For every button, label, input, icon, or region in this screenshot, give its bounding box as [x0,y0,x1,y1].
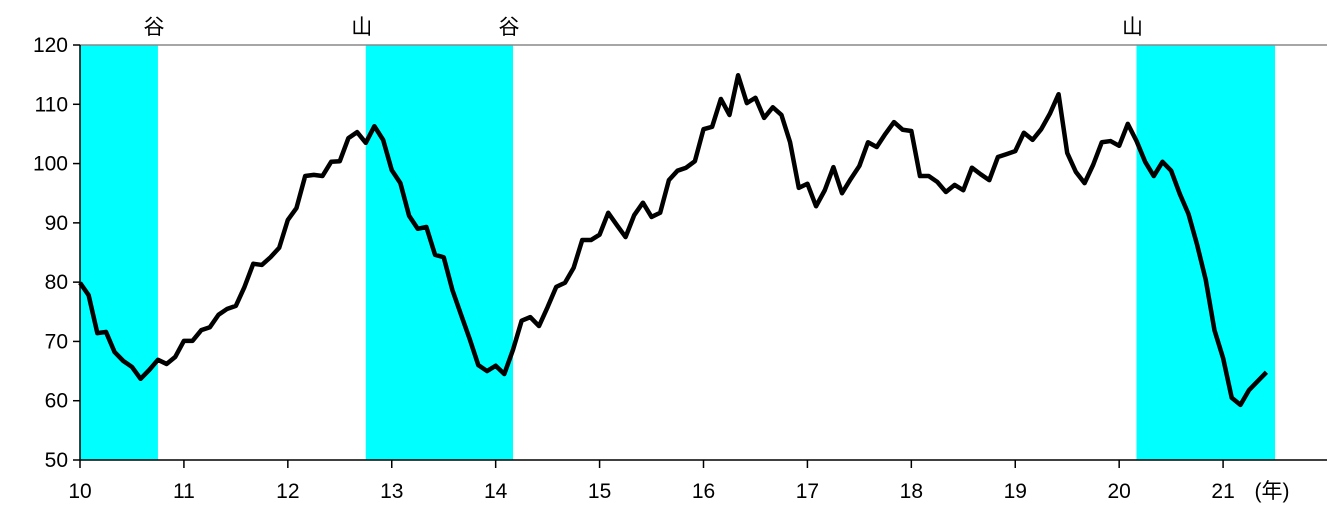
annotation: 山 [1122,16,1143,39]
shaded-band [1136,45,1276,460]
x-tick-label: 10 [68,480,91,503]
x-tick-label: 21 [1211,480,1234,503]
x-tick-label: 12 [276,480,299,503]
y-tick-label: 50 [45,449,68,472]
x-tick-label: 19 [1004,480,1027,503]
x-tick-label: 20 [1107,480,1130,503]
shaded-band [365,45,514,460]
y-tick-label: 90 [45,212,68,235]
x-tick-label: 18 [900,480,923,503]
x-tick-label: 14 [484,480,508,503]
x-tick-label: 15 [588,480,611,503]
y-tick-label: 120 [33,34,68,57]
shaded-band [80,45,158,460]
x-axis-label: (年) [1255,480,1290,503]
x-tick-label: 16 [692,480,715,503]
x-tick-label: 17 [796,480,819,503]
y-tick-label: 80 [45,271,68,294]
annotation: 谷 [143,16,164,39]
series-line [78,72,1269,408]
x-tick-label: 13 [380,480,403,503]
annotation: 谷 [499,16,520,39]
y-tick-label: 100 [33,153,68,176]
y-tick-label: 60 [45,390,68,413]
annotation: 山 [351,16,372,39]
x-tick-label: 11 [173,480,195,503]
y-tick-label: 70 [45,330,68,353]
y-tick-label: 110 [35,93,68,116]
